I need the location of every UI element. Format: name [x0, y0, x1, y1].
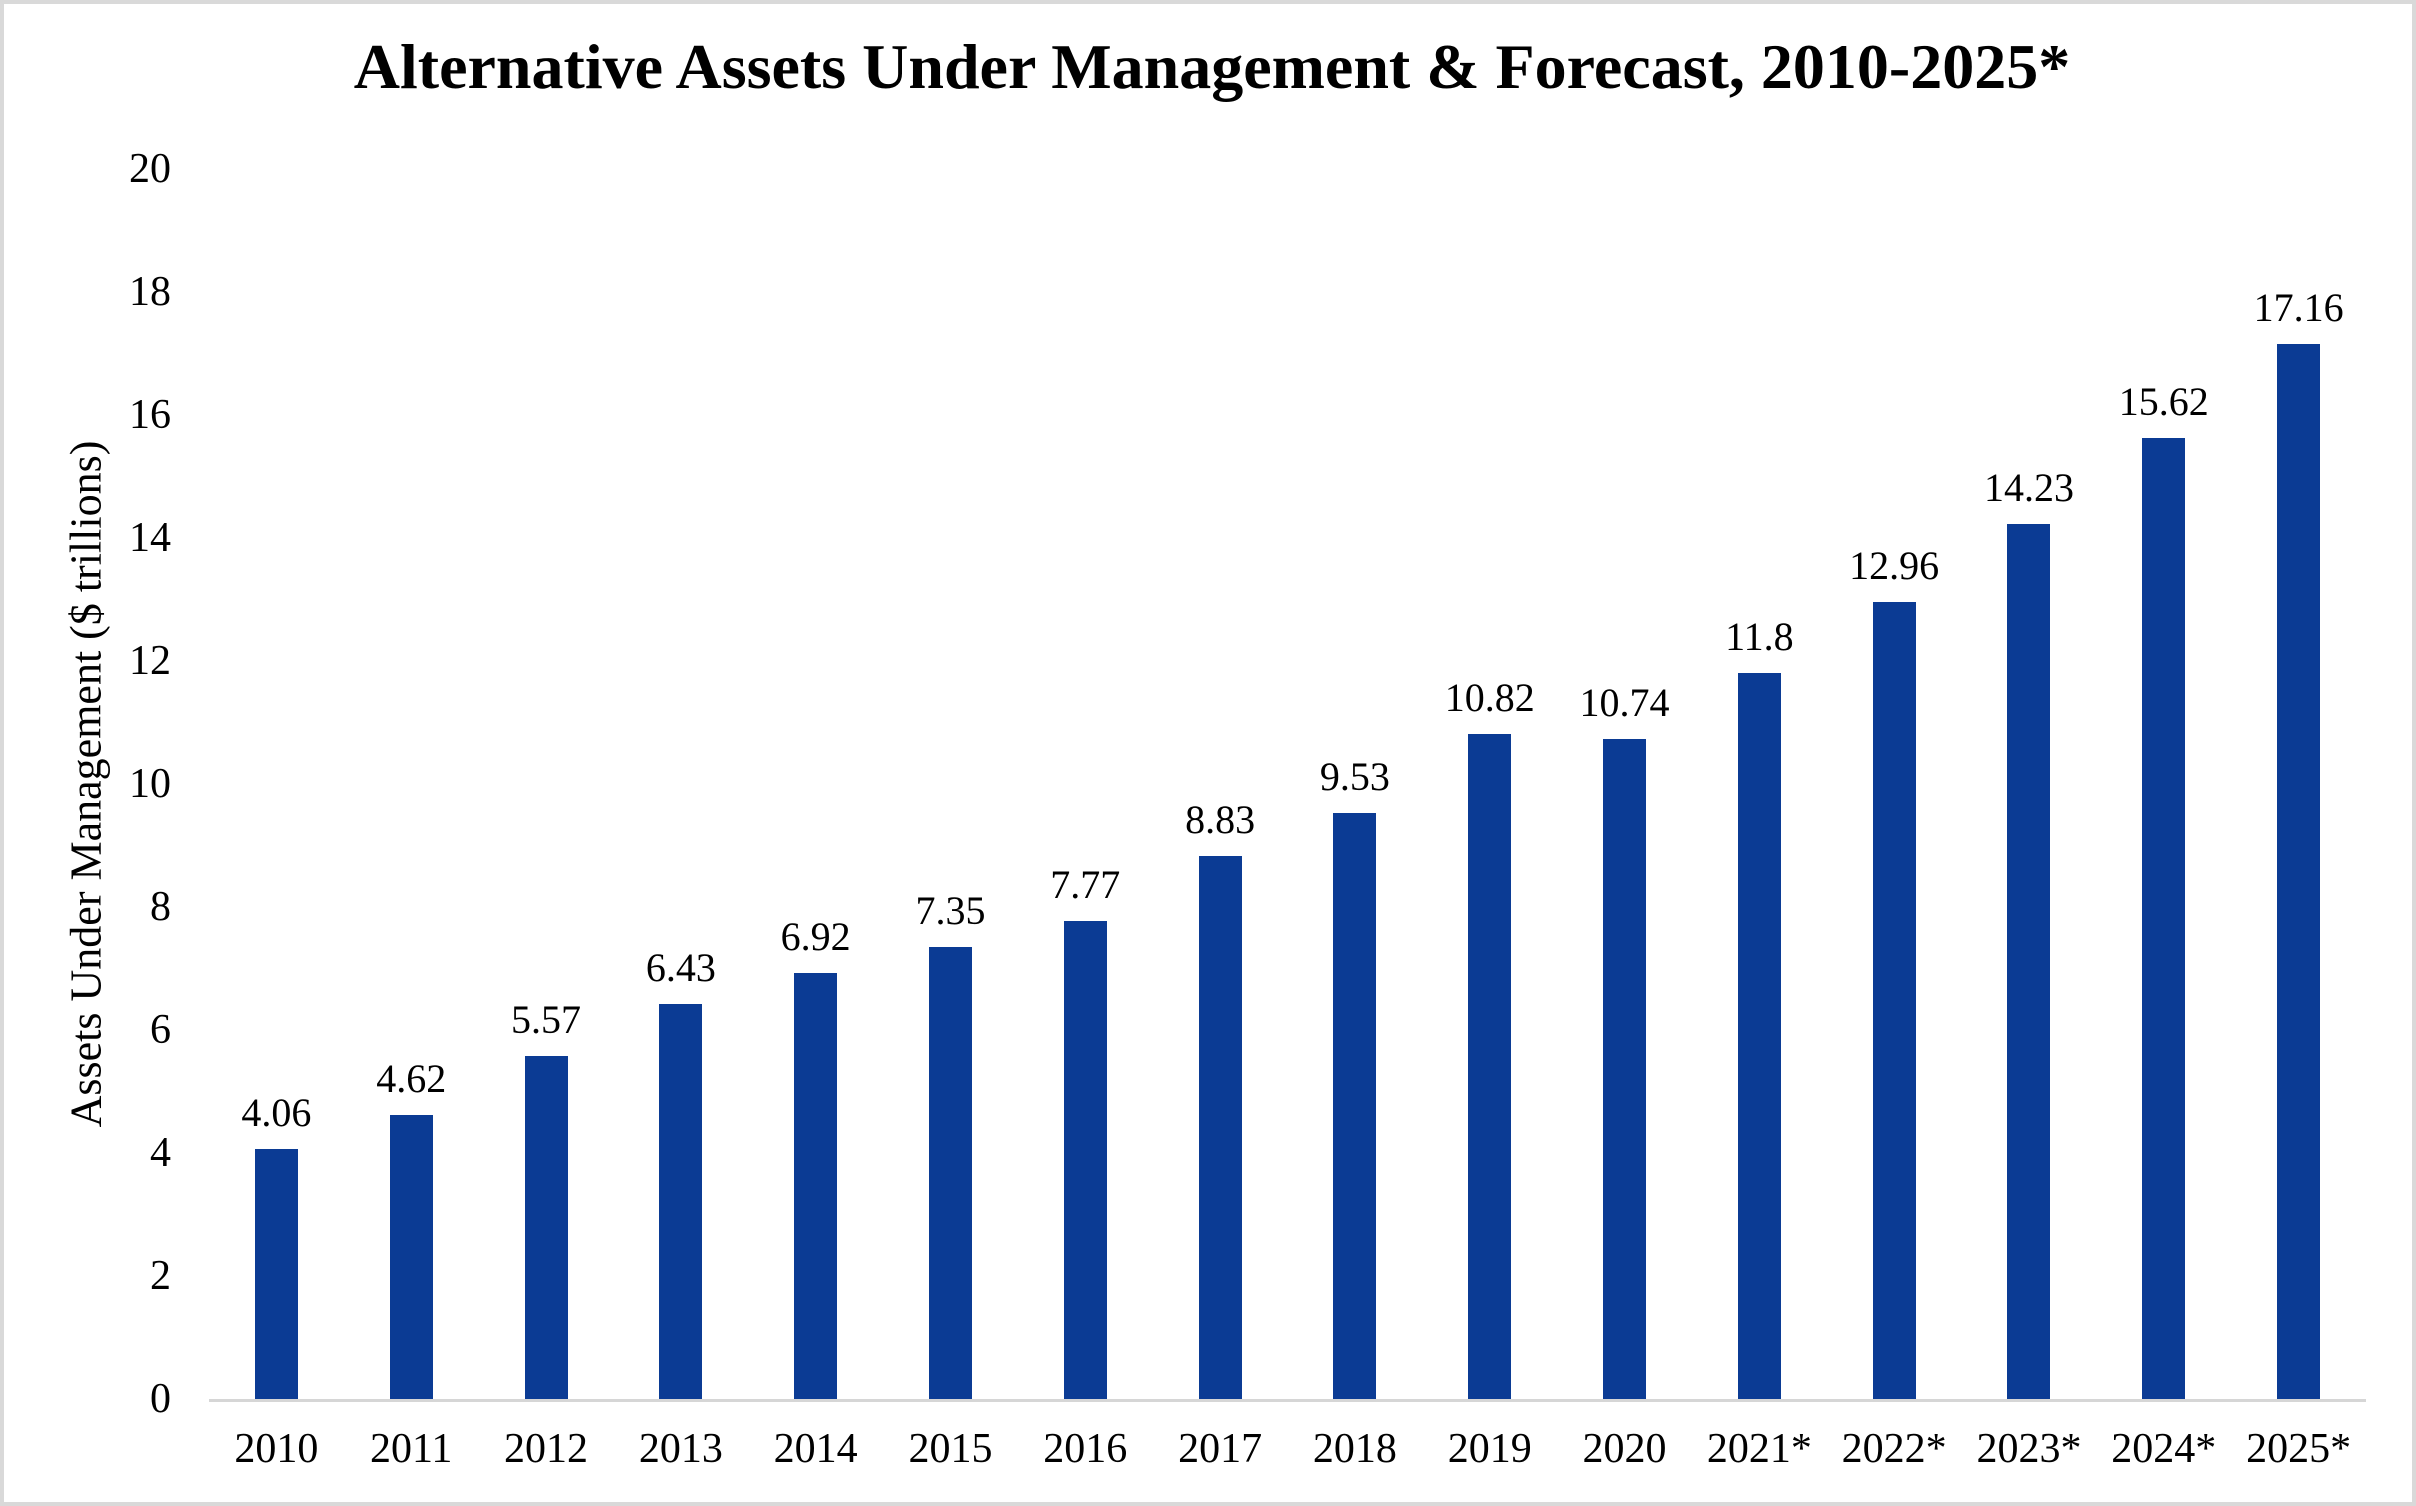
- bar-value-label: 6.43: [645, 944, 716, 990]
- bar-value-label: 7.35: [915, 887, 986, 933]
- x-tick-label: 2018: [1312, 1426, 1397, 1472]
- y-tick-label: 8: [150, 884, 171, 930]
- bar: [659, 1003, 703, 1399]
- bar: [2007, 523, 2051, 1399]
- bar-value-label: 4.06: [241, 1090, 312, 1136]
- bar: [1603, 738, 1647, 1399]
- bar-value-label: 6.92: [780, 914, 851, 960]
- x-tick-label: 2013: [638, 1426, 723, 1472]
- bar-value-label: 12.96: [1849, 542, 1940, 588]
- x-tick-label: 2012: [504, 1426, 589, 1472]
- bar-value-label: 10.74: [1579, 679, 1670, 725]
- bar: [389, 1114, 433, 1399]
- x-tick-label: 2014: [773, 1426, 858, 1472]
- x-tick-label: 2022*: [1841, 1426, 1947, 1472]
- y-tick-label: 4: [150, 1130, 171, 1176]
- x-tick-label: 2023*: [1976, 1426, 2082, 1472]
- x-tick-label: 2017: [1178, 1426, 1263, 1472]
- y-tick-label: 0: [150, 1376, 171, 1422]
- bar-value-label: 10.82: [1444, 674, 1535, 720]
- bar: [1333, 812, 1377, 1399]
- y-tick-label: 10: [129, 761, 171, 807]
- bar-value-label: 14.23: [1983, 464, 2074, 510]
- plot-area: 4.06 4.62 5.57 6.43 6.92 7.35 7.77 8.83 9.53 10.8…: [209, 169, 2366, 1402]
- x-tick-label: 2019: [1447, 1426, 1532, 1472]
- bar-value-label: 15.62: [2118, 379, 2209, 425]
- x-tick-label: 2011: [369, 1426, 453, 1472]
- bar: [1737, 673, 1781, 1399]
- x-tick-label: 2010: [234, 1426, 319, 1472]
- x-tick-label: 2016: [1043, 1426, 1128, 1472]
- bar: [1063, 921, 1107, 1399]
- bar-value-label: 4.62: [376, 1055, 447, 1101]
- chart-title: Alternative Assets Under Management & Fo…: [353, 31, 2071, 102]
- bar: [2277, 343, 2321, 1399]
- y-tick-label: 20: [129, 146, 171, 192]
- bar: [2142, 438, 2186, 1399]
- bar-value-label: 8.83: [1185, 796, 1256, 842]
- bar-value-label: 5.57: [511, 997, 582, 1043]
- y-tick-label: 2: [150, 1253, 171, 1299]
- bar: [1872, 601, 1916, 1399]
- bar: [524, 1056, 568, 1399]
- bar-value-label: 9.53: [1319, 753, 1390, 799]
- x-tick-label: 2024*: [2111, 1426, 2217, 1472]
- x-tick-label: 2025*: [2246, 1426, 2352, 1472]
- bar-value-label: 7.77: [1050, 862, 1121, 908]
- y-tick-label: 6: [150, 1007, 171, 1053]
- y-tick-label: 14: [129, 515, 171, 561]
- bar: [928, 946, 972, 1399]
- bar: [1468, 733, 1512, 1399]
- y-tick-label: 18: [129, 269, 171, 315]
- bar: [794, 973, 838, 1399]
- bar: [254, 1149, 298, 1399]
- bar: [1198, 855, 1242, 1399]
- bar-value-label: 17.16: [2253, 284, 2344, 330]
- x-tick-label: 2015: [908, 1426, 993, 1472]
- y-tick-label: 12: [129, 638, 171, 684]
- x-tick-label: 2020: [1582, 1426, 1667, 1472]
- y-tick-label: 16: [129, 392, 171, 438]
- x-tick-label: 2021*: [1706, 1426, 1812, 1472]
- bar-value-label: 11.8: [1725, 614, 1794, 660]
